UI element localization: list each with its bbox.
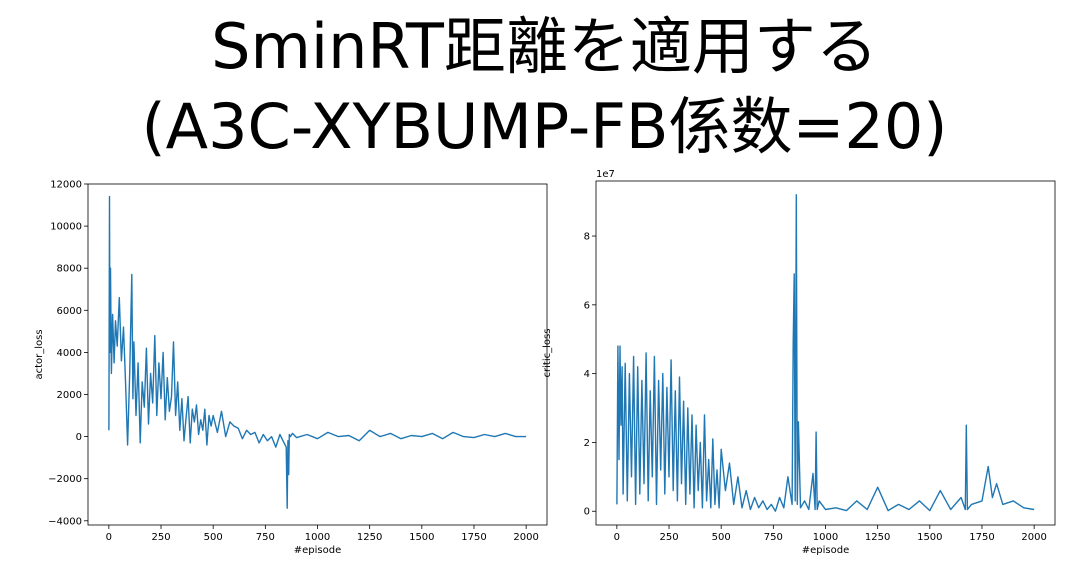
chart2-x-tick-label: 1500 [917,532,942,543]
chart2-x-tick-label: 2000 [1021,532,1046,543]
chart2-offset-text: 1e7 [596,169,615,180]
chart2-x-tick-label: 750 [764,532,783,543]
chart2-x-tick-label: 500 [712,532,731,543]
chart2-series-line-0 [616,194,1035,512]
chart1-x-tick-label: 750 [256,532,275,543]
chart1-y-tick-label: 8000 [57,264,82,275]
critic-loss-chart: 0 250 500 750 1000 1250 1500 1750 2000 0 2 4 6 8 1e7 #e… [542,169,1056,556]
chart1-y-axis-label: actor_loss [34,329,45,379]
chart2-x-tick-label: 250 [659,532,678,543]
chart1-y-tick-label: 12000 [50,180,82,191]
chart1-axes-frame [87,183,548,526]
chart2-x-tick-label: 1000 [813,532,838,543]
chart1-x-tick-label: 0 [106,532,112,543]
actor-loss-chart: 0 250 500 750 1000 1250 1500 1750 2000 −4000 −2000… [34,180,548,556]
chart1-x-tick-label: 250 [151,532,170,543]
chart1-y-tick-label: 6000 [57,306,82,317]
chart2-y-axis-label: critic_loss [542,329,553,378]
chart1-x-tick-label: 2000 [513,532,538,543]
chart2-x-tick-label: 1750 [969,532,994,543]
chart1-x-axis-label: #episode [294,545,342,556]
chart1-y-tick-label: 4000 [57,348,82,359]
slide-title-line-2: (A3C-XYBUMP-FB係数=20) [141,90,948,163]
slide-title-line-1: SminRT距離を適用する [211,10,878,83]
chart2-y-tick-label: 8 [584,232,590,243]
chart1-x-tick-label: 1750 [461,532,486,543]
chart2-x-tick-label: 1250 [865,532,890,543]
chart1-x-tick-label: 1250 [357,532,382,543]
chart2-y-tick-label: 2 [584,438,590,449]
chart1-y-tick-label: −4000 [48,516,82,527]
chart1-x-tick-label: 1500 [409,532,434,543]
chart1-x-tick-label: 500 [204,532,223,543]
chart2-y-tick-label: 0 [584,507,590,518]
chart1-x-tick-label: 1000 [305,532,330,543]
chart1-y-tick-label: 10000 [50,222,82,233]
chart1-y-tick-label: −2000 [48,474,82,485]
chart2-x-axis-label: #episode [802,545,850,556]
chart1-y-tick-label: 0 [76,432,82,443]
chart1-series-line-0 [108,195,527,509]
chart2-y-tick-label: 4 [584,369,590,380]
chart2-y-tick-label: 6 [584,300,590,311]
chart1-y-tick-label: 2000 [57,390,82,401]
chart2-x-tick-label: 0 [614,532,620,543]
